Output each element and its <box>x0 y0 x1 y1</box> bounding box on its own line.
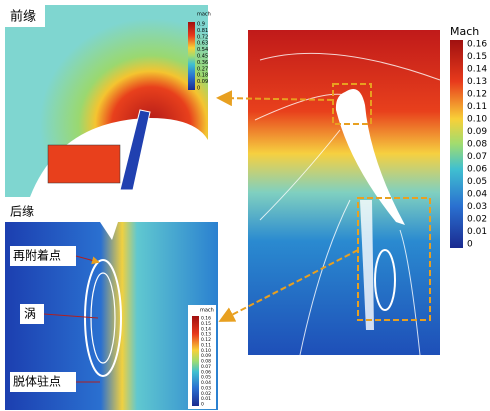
annotation: 再附着点 <box>13 248 61 263</box>
panel-label: 前缘 <box>10 9 36 25</box>
colorbar-tick-label: 0.81 <box>197 28 208 34</box>
colorbar-tick-label: 0.72 <box>197 34 208 40</box>
colorbar-title: mach <box>197 12 211 18</box>
colorbar-tick-label: 0.08 <box>467 140 487 150</box>
colorbar-tick-label: 0.09 <box>467 127 487 137</box>
colorbar-tick-label: 0.06 <box>467 165 487 175</box>
colorbar-tick-label: 0.14 <box>201 326 211 332</box>
annotation: 脱体驻点 <box>13 374 61 389</box>
colorbar-tick-label: 0.15 <box>467 52 487 62</box>
colorbar-tick-label: 0.04 <box>467 190 487 200</box>
colorbar-tick-label: 0.10 <box>467 115 487 125</box>
colorbar-tick-label: 0 <box>201 402 204 408</box>
inset <box>48 145 120 183</box>
colorbar-title: mach <box>200 308 214 314</box>
colorbar-tick-label: 0.11 <box>201 342 211 348</box>
colorbar-tick-label: 0 <box>467 240 473 250</box>
colorbar-tick-label: 0.16 <box>201 316 211 322</box>
colorbar-title: Mach <box>450 25 479 38</box>
colorbar-tick-label: 0.08 <box>201 359 211 365</box>
colorbar-tick-label: 0.03 <box>201 385 211 391</box>
colorbar <box>188 22 195 90</box>
colorbar-tick-label: 0.05 <box>201 375 211 381</box>
colorbar-tick-label: 0.09 <box>201 353 211 359</box>
overview-panel: Mach 0.16 0.15 0.14 0.13 0.12 0.11 0.10 0.09 0.0… <box>220 25 487 355</box>
colorbar-tick-label: 0.12 <box>201 337 211 343</box>
figure: 前缘 mach 0.90.810.720.630.540.450.360.270… <box>0 0 490 411</box>
leading-edge-panel: 前缘 mach 0.90.810.720.630.540.450.360.270… <box>5 5 211 197</box>
colorbar-tick-label: 0.36 <box>197 60 208 66</box>
colorbar-tick-label: 0.13 <box>467 77 487 87</box>
colorbar-tick-label: 0.54 <box>197 47 208 53</box>
colorbar-tick-label: 0.03 <box>467 202 487 212</box>
colorbar-tick-label: 0.12 <box>467 90 487 100</box>
colorbar-tick-label: 0.02 <box>467 215 487 225</box>
annotation: 涡 <box>24 307 36 321</box>
colorbar-tick-label: 0.07 <box>467 152 487 162</box>
colorbar-tick-label: 0.07 <box>201 364 211 370</box>
panel-label: 后缘 <box>10 205 34 219</box>
colorbar-tick-label: 0.18 <box>197 73 208 79</box>
colorbar-tick-label: 0.16 <box>467 40 487 50</box>
colorbar-tick-label: 0.27 <box>197 66 208 72</box>
colorbar-tick-label: 0.15 <box>201 321 211 327</box>
colorbar-tick-label: 0.14 <box>467 65 487 75</box>
colorbar-tick-label: 0.63 <box>197 41 208 47</box>
colorbar-tick-label: 0.10 <box>201 348 211 354</box>
colorbar-tick-label: 0.09 <box>197 79 208 85</box>
colorbar-tick-label: 0.13 <box>201 332 211 338</box>
colorbar-tick-label: 0.11 <box>467 102 487 112</box>
colorbar-tick-label: 0.04 <box>201 380 211 386</box>
colorbar-tick-label: 0.01 <box>467 227 487 237</box>
colorbar <box>192 316 199 406</box>
colorbar-tick-label: 0 <box>197 86 200 92</box>
colorbar-tick-label: 0.01 <box>201 396 211 402</box>
contour <box>248 30 440 355</box>
colorbar-tick-label: 0.02 <box>201 391 211 397</box>
colorbar-tick-label: 0.05 <box>467 177 487 187</box>
colorbar-tick-label: 0.9 <box>197 22 205 28</box>
colorbar-tick-label: 0.06 <box>201 369 211 375</box>
trailing-edge-panel: 再附着点 涡 脱体驻点 mach 0.160.150.140.130.120.1… <box>5 222 218 410</box>
colorbar-tick-label: 0.45 <box>197 54 208 60</box>
colorbar <box>450 40 463 248</box>
